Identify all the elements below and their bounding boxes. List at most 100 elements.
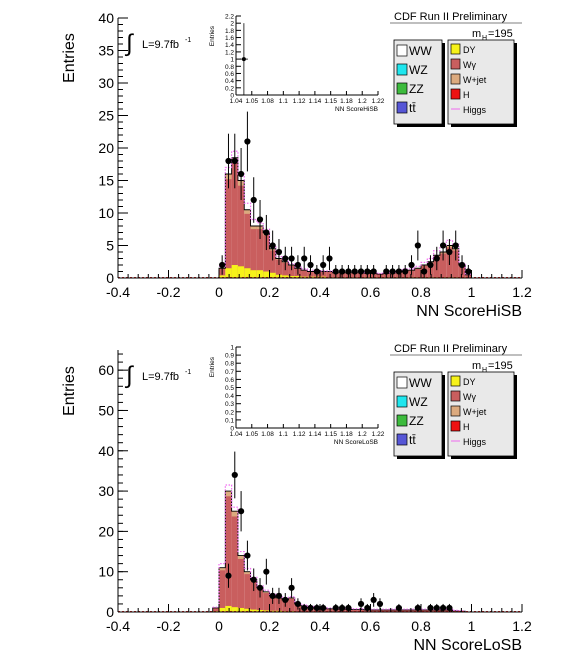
data-point (370, 268, 377, 275)
stack-bar (414, 268, 421, 278)
y-tick-label: 15 (98, 173, 114, 189)
dy-bar (250, 270, 257, 278)
inset-hisb: 00.20.40.60.811.21.41.61.822.21.04 1.05 1.… (209, 14, 385, 114)
data-point (320, 261, 327, 269)
legend-label-wz: WZ (409, 63, 428, 77)
dy-bar (231, 265, 238, 278)
mass-symbol: m (472, 28, 481, 40)
data-point (313, 604, 320, 612)
inset-area (236, 347, 378, 428)
stack-bar (244, 209, 251, 278)
data-point (421, 268, 428, 275)
data-point (294, 261, 302, 269)
data-point (389, 268, 396, 275)
panel-hisb: -0.4 -0.2 0 0.2 0.4 0.6 0.8 1 1.2051015202530354… (61, 10, 532, 320)
legend-swatch-dy (450, 375, 461, 387)
data-point (275, 592, 283, 599)
inset-x-tick-label: 1.04 (230, 431, 243, 438)
wjet-bar (263, 591, 270, 594)
data-point (225, 572, 232, 579)
y-tick-label: 35 (98, 43, 114, 59)
stack-bar (212, 607, 219, 612)
mass-subscript: H (482, 35, 487, 42)
stack-bar (383, 609, 390, 612)
inset-x-tick-label: 1.2 (358, 431, 367, 438)
x-tick-label: 1 (468, 618, 476, 634)
data-point (282, 255, 289, 262)
data-point (332, 604, 339, 612)
data-point (383, 268, 390, 275)
inset-y-tick-label: 0 (230, 93, 234, 100)
legend-label-ww: WW (409, 44, 432, 58)
x-tick-label: 0.2 (260, 618, 280, 634)
legend-label-wgamma: Wγ (463, 60, 476, 70)
legend-swatch-wjet (450, 405, 461, 417)
inset-y-title: Entries (209, 356, 216, 377)
inset-y-tick-label: 1.2 (225, 49, 234, 56)
data-point (307, 261, 314, 269)
stack-bar (219, 567, 226, 612)
data-point (338, 268, 346, 275)
legend-swatch-dy (450, 43, 461, 55)
data-point (364, 268, 371, 275)
data-point (256, 584, 264, 591)
y-tick-label: 60 (98, 362, 114, 378)
stack-bar (421, 609, 428, 612)
inset-y-tick-label: 2.2 (225, 14, 234, 21)
data-point (408, 261, 415, 269)
dy-bar (244, 608, 251, 612)
inset-x-tick-label: 1.18 (340, 431, 353, 438)
data-point (275, 248, 283, 256)
x-tick-label: 0.8 (411, 618, 431, 634)
stack-bar (288, 597, 295, 612)
stack-bar (357, 609, 365, 612)
inset-x-tick-label: 1.14 (309, 431, 322, 438)
inset-y-tick-label: 1 (230, 57, 234, 64)
stack-bar (275, 258, 283, 278)
data-point (250, 576, 257, 583)
x-tick-label: 0.8 (411, 284, 431, 300)
x-tick-label: 1.2 (512, 284, 532, 300)
legend-swatch-wjet (450, 73, 461, 85)
inset-x-tick-label: 1.12 (293, 98, 306, 105)
inset-y-tick-label: 0.8 (225, 361, 234, 368)
higgs-line (212, 484, 466, 612)
wjet-bar (244, 209, 251, 214)
data-point (250, 196, 257, 204)
data-point (244, 552, 251, 559)
panel-losb: -0.4 -0.2 0 0.2 0.4 0.6 0.8 1 1.20102030405060En… (61, 343, 532, 654)
stack-bar (269, 248, 276, 278)
inset-x-tick-label: 1.08 (261, 431, 274, 438)
inset-y-tick-label: 1 (230, 345, 234, 352)
inset-x-tick-label: 1.12 (293, 431, 306, 438)
wjet-bar (244, 571, 251, 575)
x-tick-label: 0 (215, 284, 223, 300)
inset-x-tick-label: 1.18 (340, 98, 353, 105)
dy-bar (219, 275, 226, 278)
data-point (395, 268, 403, 275)
legend-swatch-ww (396, 44, 408, 57)
inset-y-tick-label: 0.3 (225, 401, 234, 408)
dy-bar (275, 274, 283, 278)
inset-y-tick-label: 0.6 (225, 377, 234, 384)
legend-swatch-ttbar (396, 101, 408, 114)
y-tick-label: 10 (98, 564, 114, 580)
inset-y-tick-label: 0.1 (225, 417, 234, 424)
integral-symbol: ∫ (124, 362, 134, 389)
legend-label-h: H (463, 90, 470, 100)
legend-label-ttbar: tt̄ (409, 433, 416, 447)
data-point (263, 229, 270, 236)
data-point (320, 604, 327, 612)
stack-bar (301, 270, 308, 278)
legend-swatch-h (450, 420, 461, 432)
stack-bar (389, 609, 396, 612)
wjet-bar (231, 511, 238, 517)
x-tick-label: -0.2 (156, 284, 180, 300)
data-point (446, 248, 453, 256)
data-point (225, 157, 232, 165)
legend-label-wjet: W+jet (463, 407, 487, 417)
data-point (427, 261, 434, 269)
inset-y-tick-label: 1.8 (225, 28, 234, 35)
mass-label: m H =195 (472, 360, 513, 374)
